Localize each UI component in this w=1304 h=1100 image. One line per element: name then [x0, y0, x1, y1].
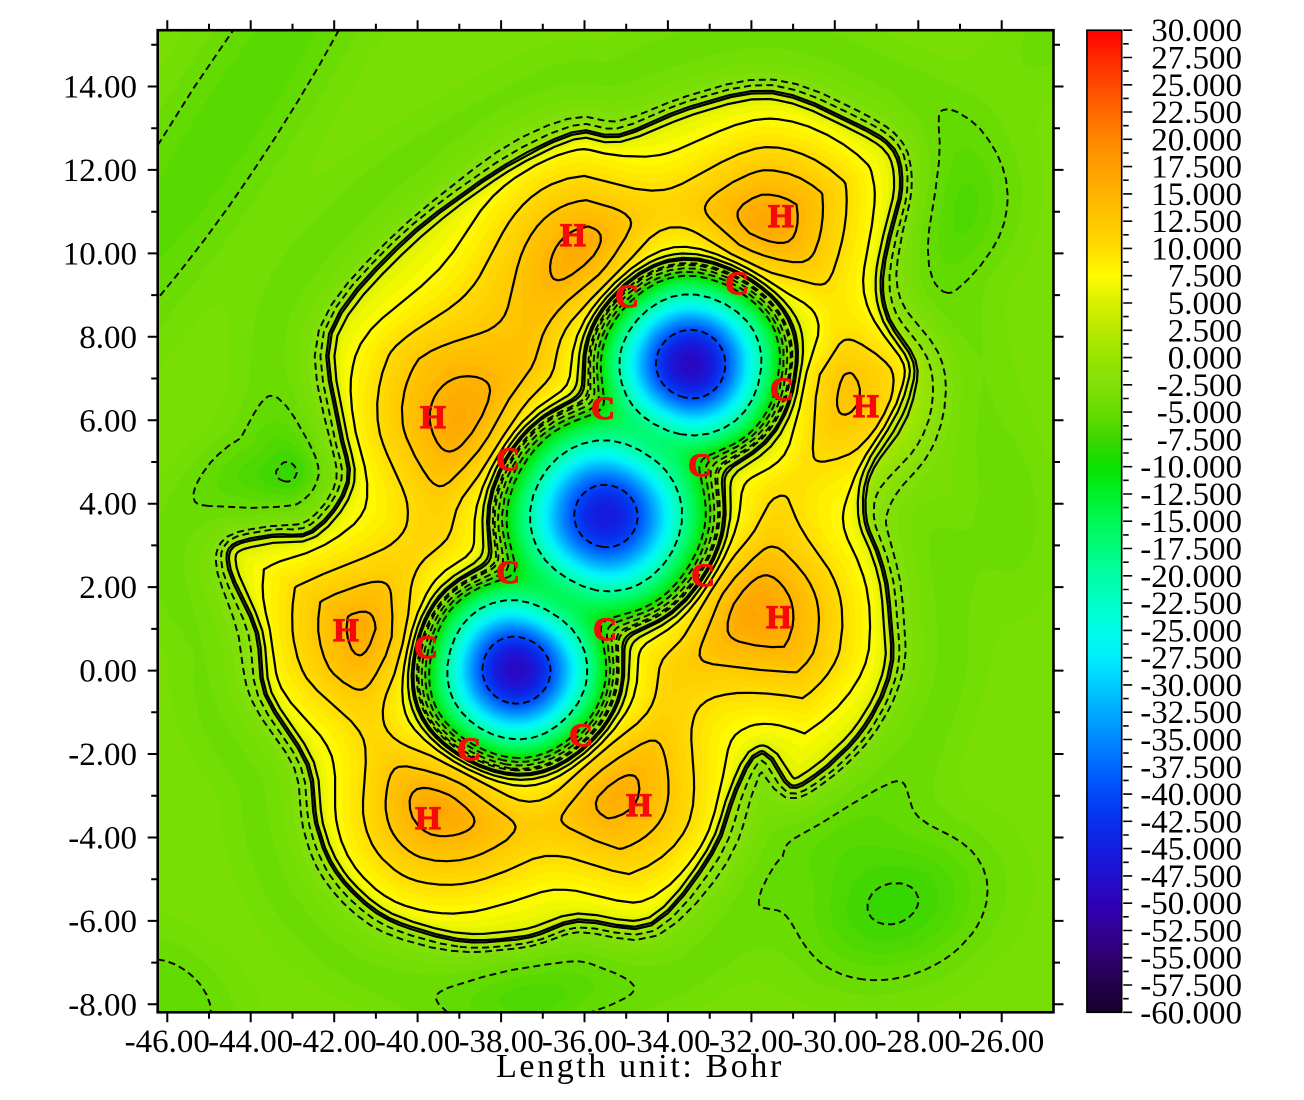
- svg-text:25.000: 25.000: [1151, 68, 1242, 104]
- svg-text:-2.00: -2.00: [68, 737, 137, 773]
- svg-text:20.000: 20.000: [1151, 122, 1242, 158]
- svg-text:C: C: [496, 442, 520, 478]
- svg-text:-38.00: -38.00: [458, 1024, 543, 1060]
- svg-text:22.500: 22.500: [1151, 95, 1242, 131]
- svg-text:-50.000: -50.000: [1140, 886, 1242, 922]
- svg-text:-46.00: -46.00: [125, 1024, 210, 1060]
- svg-text:H: H: [420, 400, 446, 436]
- svg-text:-37.500: -37.500: [1140, 750, 1242, 786]
- svg-text:-36.00: -36.00: [542, 1024, 627, 1060]
- svg-text:7.500: 7.500: [1168, 259, 1242, 295]
- svg-text:-10.000: -10.000: [1140, 450, 1242, 486]
- svg-text:-17.500: -17.500: [1140, 532, 1242, 568]
- svg-text:-30.000: -30.000: [1140, 668, 1242, 704]
- svg-text:-45.000: -45.000: [1140, 832, 1242, 868]
- svg-text:C: C: [496, 555, 520, 591]
- svg-text:-27.500: -27.500: [1140, 641, 1242, 677]
- svg-text:C: C: [569, 718, 593, 754]
- svg-text:C: C: [770, 372, 794, 408]
- svg-text:17.500: 17.500: [1151, 150, 1242, 186]
- svg-text:C: C: [725, 266, 749, 302]
- svg-text:-2.500: -2.500: [1157, 368, 1242, 404]
- svg-text:-47.500: -47.500: [1140, 859, 1242, 895]
- svg-text:12.500: 12.500: [1151, 204, 1242, 240]
- svg-text:-22.500: -22.500: [1140, 586, 1242, 622]
- svg-text:8.00: 8.00: [79, 320, 137, 356]
- svg-text:C: C: [688, 448, 712, 484]
- svg-text:4.00: 4.00: [79, 487, 137, 523]
- svg-text:-26.00: -26.00: [959, 1024, 1044, 1060]
- svg-text:10.000: 10.000: [1151, 231, 1242, 267]
- svg-text:0.00: 0.00: [79, 654, 137, 690]
- svg-text:15.000: 15.000: [1151, 177, 1242, 213]
- svg-text:-12.500: -12.500: [1140, 477, 1242, 513]
- svg-text:-60.000: -60.000: [1140, 995, 1242, 1031]
- svg-text:30.000: 30.000: [1151, 13, 1242, 49]
- svg-text:C: C: [457, 732, 481, 768]
- svg-text:-44.00: -44.00: [208, 1024, 293, 1060]
- svg-text:H: H: [766, 600, 792, 636]
- svg-text:C: C: [593, 612, 617, 648]
- svg-text:-42.00: -42.00: [292, 1024, 377, 1060]
- svg-text:-55.000: -55.000: [1140, 941, 1242, 977]
- svg-text:-34.00: -34.00: [625, 1024, 710, 1060]
- svg-text:27.500: 27.500: [1151, 41, 1242, 77]
- svg-text:Length unit: Bohr: Length unit: Bohr: [496, 1048, 784, 1085]
- svg-text:0.000: 0.000: [1168, 341, 1242, 377]
- svg-text:C: C: [414, 630, 438, 666]
- svg-text:-15.000: -15.000: [1140, 504, 1242, 540]
- svg-text:-40.00: -40.00: [375, 1024, 460, 1060]
- svg-text:14.00: 14.00: [63, 70, 137, 106]
- svg-text:-25.000: -25.000: [1140, 613, 1242, 649]
- svg-text:H: H: [415, 801, 441, 837]
- svg-text:2.00: 2.00: [79, 570, 137, 606]
- svg-text:-32.500: -32.500: [1140, 695, 1242, 731]
- svg-text:-30.00: -30.00: [792, 1024, 877, 1060]
- svg-text:H: H: [768, 199, 794, 235]
- svg-text:-5.000: -5.000: [1157, 395, 1242, 431]
- svg-text:-7.500: -7.500: [1157, 422, 1242, 458]
- svg-text:12.00: 12.00: [63, 153, 137, 189]
- svg-text:-20.000: -20.000: [1140, 559, 1242, 595]
- svg-text:H: H: [333, 613, 359, 649]
- svg-text:H: H: [853, 389, 879, 425]
- svg-text:2.500: 2.500: [1168, 313, 1242, 349]
- svg-text:H: H: [560, 218, 586, 254]
- svg-text:10.00: 10.00: [63, 236, 137, 272]
- svg-text:-52.500: -52.500: [1140, 914, 1242, 950]
- svg-text:H: H: [626, 788, 652, 824]
- svg-text:-28.00: -28.00: [876, 1024, 961, 1060]
- svg-text:-40.000: -40.000: [1140, 777, 1242, 813]
- svg-text:-8.00: -8.00: [68, 987, 137, 1023]
- svg-text:-6.00: -6.00: [68, 904, 137, 940]
- svg-text:-32.00: -32.00: [709, 1024, 794, 1060]
- svg-text:C: C: [691, 558, 715, 594]
- svg-text:C: C: [591, 391, 615, 427]
- svg-text:-57.500: -57.500: [1140, 968, 1242, 1004]
- svg-text:-4.00: -4.00: [68, 821, 137, 857]
- svg-text:-35.000: -35.000: [1140, 723, 1242, 759]
- svg-text:6.00: 6.00: [79, 403, 137, 439]
- svg-text:C: C: [615, 279, 639, 315]
- svg-text:-42.500: -42.500: [1140, 804, 1242, 840]
- svg-text:5.000: 5.000: [1168, 286, 1242, 322]
